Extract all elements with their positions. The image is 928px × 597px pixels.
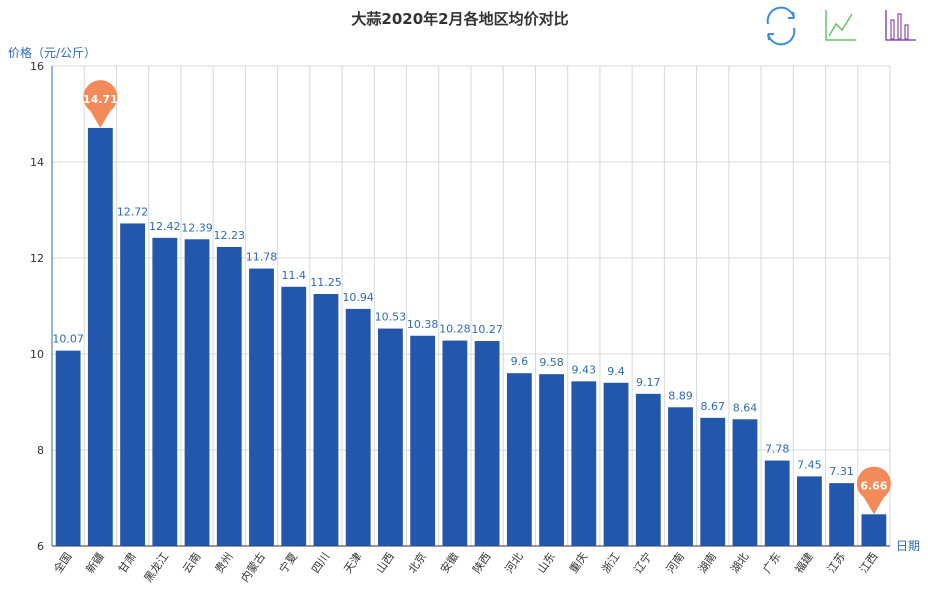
bar-天津[interactable] bbox=[345, 308, 371, 546]
chart-title: 大蒜2020年2月各地区均价对比 bbox=[351, 10, 568, 28]
bar-value-label: 11.4 bbox=[281, 269, 306, 282]
bar-value-label: 11.78 bbox=[246, 251, 278, 264]
x-tick-label: 云南 bbox=[180, 550, 203, 575]
bar-江西[interactable] bbox=[861, 514, 887, 546]
max-marker-pin bbox=[83, 80, 118, 128]
bar-value-label: 9.43 bbox=[572, 363, 597, 376]
x-tick-label: 浙江 bbox=[599, 550, 622, 575]
bar-value-label: 7.31 bbox=[829, 465, 854, 478]
bar-北京[interactable] bbox=[410, 335, 436, 546]
x-axis-name: 日期 bbox=[896, 539, 920, 553]
line-chart-icon[interactable] bbox=[825, 10, 856, 41]
bar-内蒙古[interactable] bbox=[249, 268, 274, 546]
bar-甘肃[interactable] bbox=[120, 223, 145, 546]
bar-山东[interactable] bbox=[539, 374, 564, 546]
min-marker-pin bbox=[856, 466, 891, 515]
bar-河北[interactable] bbox=[506, 373, 532, 546]
bar-辽宁[interactable] bbox=[635, 393, 661, 546]
bar-value-label: 10.07 bbox=[52, 333, 84, 346]
bar-value-label: 12.23 bbox=[214, 229, 246, 242]
y-tick-label: 8 bbox=[37, 444, 44, 457]
x-tick-label: 内蒙古 bbox=[238, 550, 268, 585]
bar-value-label: 8.67 bbox=[700, 400, 725, 413]
bar-value-label: 12.72 bbox=[117, 205, 149, 218]
bar-value-label: 10.53 bbox=[375, 311, 407, 324]
bar-陕西[interactable] bbox=[474, 341, 500, 546]
bar-河南[interactable] bbox=[668, 407, 693, 546]
y-tick-label: 14 bbox=[30, 156, 44, 169]
x-tick-label: 河北 bbox=[503, 550, 526, 575]
bar-全国[interactable] bbox=[55, 350, 81, 546]
x-tick-label: 贵州 bbox=[212, 550, 235, 575]
bar-value-label: 8.89 bbox=[668, 389, 693, 402]
bar-浙江[interactable] bbox=[603, 382, 629, 546]
x-tick-label: 黑龙江 bbox=[142, 550, 172, 584]
max-marker-label: 14.71 bbox=[83, 93, 118, 106]
bar-湖南[interactable] bbox=[700, 417, 726, 546]
x-tick-label: 江苏 bbox=[825, 550, 848, 575]
bar-新疆[interactable] bbox=[87, 127, 113, 547]
x-tick-label: 山东 bbox=[535, 550, 558, 575]
x-tick-label: 北京 bbox=[405, 550, 429, 576]
bar-value-label: 10.28 bbox=[439, 323, 471, 336]
bar-value-label: 9.17 bbox=[636, 376, 661, 389]
bar-value-label: 7.45 bbox=[797, 458, 822, 471]
x-tick-label: 辽宁 bbox=[631, 550, 655, 576]
bar-value-label: 9.58 bbox=[539, 356, 564, 369]
bar-value-label: 7.78 bbox=[765, 443, 790, 456]
bar-重庆[interactable] bbox=[571, 381, 597, 546]
y-tick-label: 6 bbox=[37, 540, 44, 553]
x-tick-label: 福建 bbox=[792, 550, 816, 576]
bar-山西[interactable] bbox=[378, 328, 403, 546]
y-tick-label: 10 bbox=[30, 348, 44, 361]
bar-value-label: 12.39 bbox=[181, 221, 213, 234]
bar-value-label: 9.4 bbox=[607, 365, 625, 378]
bar-福建[interactable] bbox=[797, 476, 822, 546]
bar-湖北[interactable] bbox=[732, 419, 758, 546]
bar-四川[interactable] bbox=[313, 294, 339, 546]
x-tick-label: 陕西 bbox=[469, 550, 493, 576]
x-tick-label: 山西 bbox=[374, 550, 397, 575]
x-tick-label: 湖北 bbox=[728, 550, 751, 575]
bar-value-label: 9.6 bbox=[511, 355, 529, 368]
y-tick-label: 12 bbox=[30, 252, 44, 265]
bar-黑龙江[interactable] bbox=[152, 237, 178, 546]
x-tick-label: 宁夏 bbox=[276, 550, 300, 576]
plot-area: 6 8 10 12 14 16 10.07 全国 新疆 12.72 甘肃 12.42 黑龙江 12.39 云… bbox=[30, 60, 891, 585]
x-tick-label: 全国 bbox=[50, 550, 74, 576]
bar-value-label: 10.94 bbox=[342, 291, 374, 304]
x-tick-label: 甘肃 bbox=[116, 550, 139, 575]
x-tick-label: 江西 bbox=[857, 550, 880, 575]
x-tick-label: 四川 bbox=[309, 550, 332, 575]
bar-广东[interactable] bbox=[764, 460, 790, 546]
bar-value-label: 12.42 bbox=[149, 220, 181, 233]
x-tick-label: 安徽 bbox=[437, 550, 461, 576]
bar-value-label: 11.25 bbox=[310, 276, 342, 289]
bar-value-label: 10.27 bbox=[471, 323, 503, 336]
bar-宁夏[interactable] bbox=[281, 286, 307, 546]
x-tick-label: 重庆 bbox=[566, 550, 590, 576]
bar-安徽[interactable] bbox=[442, 340, 468, 546]
bar-江苏[interactable] bbox=[829, 483, 855, 546]
restore-icon[interactable] bbox=[766, 6, 796, 46]
x-tick-label: 河南 bbox=[664, 550, 687, 575]
y-tick-label: 16 bbox=[30, 60, 44, 73]
bar-chart-icon[interactable] bbox=[885, 10, 916, 41]
bar-value-label: 10.38 bbox=[407, 318, 439, 331]
bar-贵州[interactable] bbox=[216, 246, 242, 546]
bar-云南[interactable] bbox=[184, 239, 210, 546]
x-tick-label: 新疆 bbox=[83, 550, 107, 576]
x-tick-label: 广东 bbox=[760, 550, 783, 575]
bar-value-label: 8.64 bbox=[733, 401, 758, 414]
x-tick-label: 湖南 bbox=[696, 550, 719, 575]
min-marker-label: 6.66 bbox=[860, 479, 887, 492]
toolbox bbox=[766, 6, 916, 46]
x-tick-label: 天津 bbox=[341, 550, 364, 575]
y-axis-name: 价格（元/公斤） bbox=[8, 45, 96, 60]
